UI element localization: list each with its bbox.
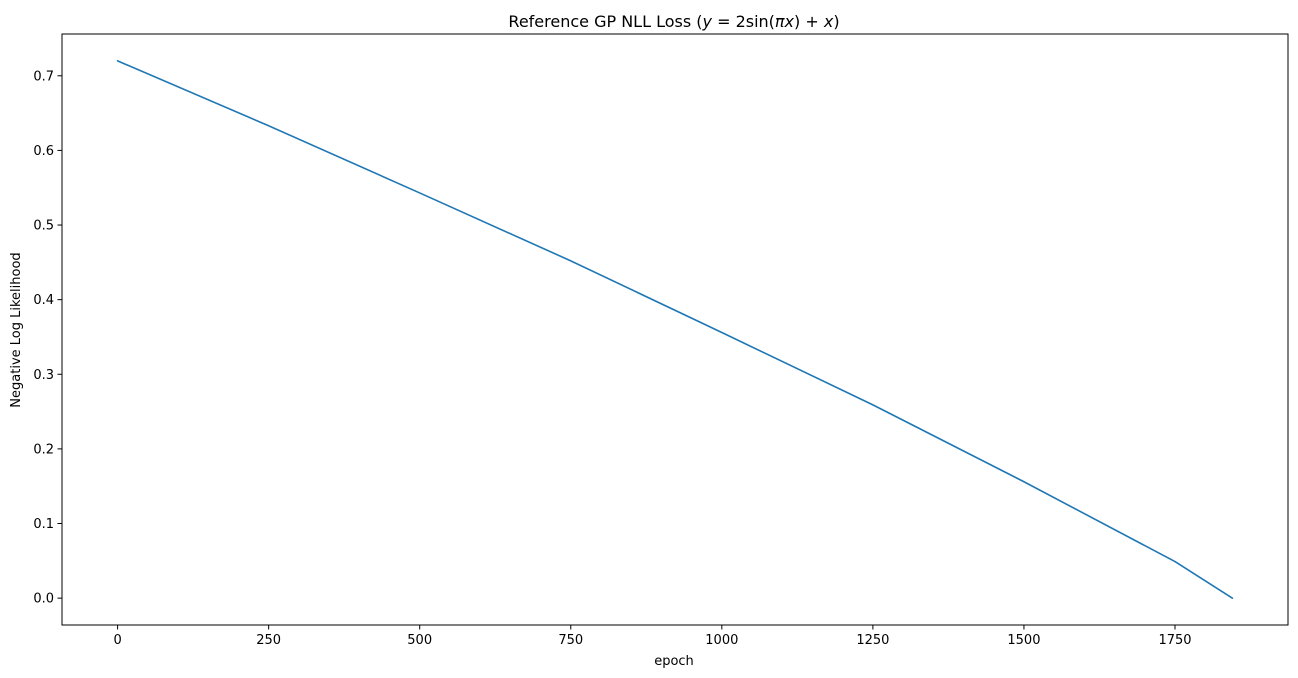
y-tick-label: 0.4 [33,293,54,308]
y-tick-label: 0.6 [33,144,54,159]
chart-title: Reference GP NLL Loss (y = 2sin(πx) + x) [508,12,839,31]
x-tick-label: 1250 [856,633,889,648]
y-tick-label: 0.5 [33,219,54,234]
y-tick-label: 0.3 [33,368,54,383]
plot-area [61,33,1289,626]
y-tick-label: 0.1 [33,517,54,532]
x-tick-label: 750 [558,633,583,648]
series-line-0 [116,60,1234,599]
x-axis-ticks: 0 250 500 750 1000 1250 1500 1750 [113,625,1192,648]
y-axis-ticks: 0.0 0.1 0.2 0.3 0.4 0.5 0.6 0.7 [33,69,62,607]
x-tick-label: 1000 [705,633,738,648]
plot-frame [61,33,1289,626]
y-axis-label: Negative Log Likelihood [9,252,24,407]
x-axis-label: epoch [654,654,694,669]
x-tick-label: 250 [256,633,281,648]
y-tick-label: 0.7 [33,69,54,84]
x-tick-label: 1750 [1158,633,1191,648]
y-tick-label: 0.2 [33,442,54,457]
x-tick-label: 1500 [1007,633,1040,648]
y-tick-label: 0.0 [33,592,54,607]
x-tick-label: 0 [113,633,121,648]
x-tick-label: 500 [407,633,432,648]
